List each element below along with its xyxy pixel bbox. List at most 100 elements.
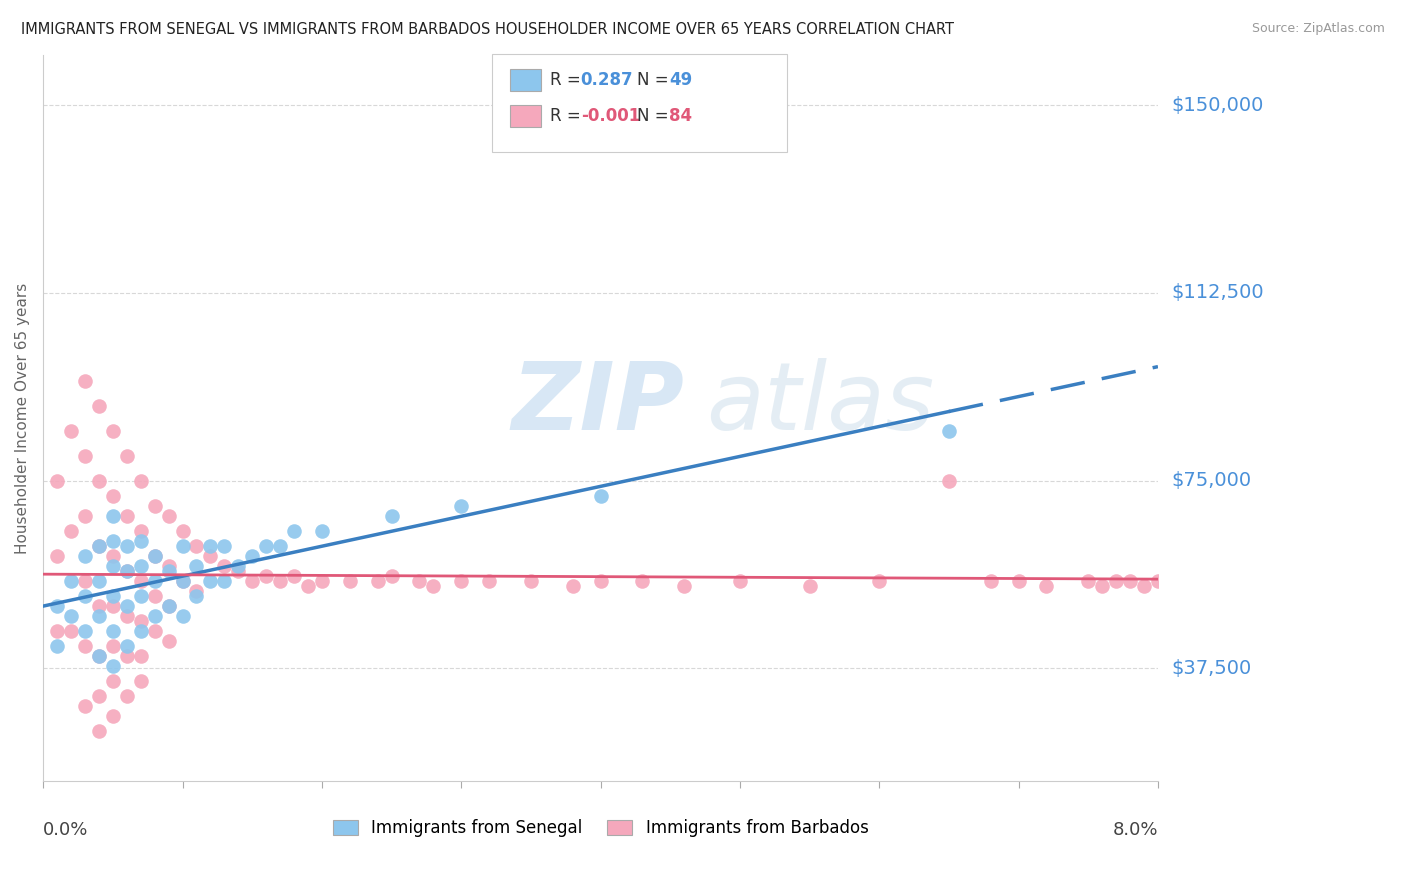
Point: [938, 424, 960, 438]
Point: [60, 608, 83, 623]
Point: [143, 589, 166, 603]
Point: [172, 539, 194, 553]
Point: [143, 549, 166, 563]
Point: [478, 574, 501, 588]
Legend: Immigrants from Senegal, Immigrants from Barbados: Immigrants from Senegal, Immigrants from…: [325, 811, 877, 846]
Point: [87, 723, 110, 738]
Point: [115, 449, 138, 463]
Point: [73, 589, 96, 603]
Point: [226, 558, 249, 573]
Point: [115, 599, 138, 613]
Point: [87, 599, 110, 613]
Point: [73, 698, 96, 713]
Point: [129, 574, 152, 588]
Text: N =: N =: [637, 71, 673, 89]
Point: [101, 599, 124, 613]
Point: [673, 579, 696, 593]
Point: [728, 574, 751, 588]
Point: [101, 639, 124, 653]
Point: [1007, 574, 1029, 588]
Point: [200, 574, 222, 588]
Point: [157, 508, 180, 523]
Text: N =: N =: [637, 107, 673, 125]
Point: [46, 474, 69, 488]
Point: [157, 558, 180, 573]
Point: [186, 589, 208, 603]
Point: [1091, 579, 1114, 593]
Point: [115, 564, 138, 578]
Point: [214, 558, 236, 573]
Point: [60, 624, 83, 638]
Point: [214, 574, 236, 588]
Point: [115, 608, 138, 623]
Point: [101, 658, 124, 673]
Point: [1077, 574, 1099, 588]
Text: 0.287: 0.287: [581, 71, 633, 89]
Point: [101, 589, 124, 603]
Point: [129, 589, 152, 603]
Point: [73, 374, 96, 388]
Point: [129, 614, 152, 628]
Text: $75,000: $75,000: [1171, 471, 1251, 490]
Point: [520, 574, 543, 588]
Point: [143, 574, 166, 588]
Point: [129, 524, 152, 538]
Text: Source: ZipAtlas.com: Source: ZipAtlas.com: [1251, 22, 1385, 36]
Point: [589, 489, 612, 503]
Point: [157, 599, 180, 613]
Text: IMMIGRANTS FROM SENEGAL VS IMMIGRANTS FROM BARBADOS HOUSEHOLDER INCOME OVER 65 Y: IMMIGRANTS FROM SENEGAL VS IMMIGRANTS FR…: [21, 22, 955, 37]
Text: R =: R =: [550, 107, 586, 125]
Point: [200, 549, 222, 563]
Point: [46, 549, 69, 563]
Point: [269, 539, 291, 553]
Point: [129, 533, 152, 548]
Point: [408, 574, 430, 588]
Text: 8.0%: 8.0%: [1112, 821, 1159, 838]
Text: 49: 49: [669, 71, 693, 89]
Point: [367, 574, 389, 588]
Text: $37,500: $37,500: [1171, 659, 1253, 678]
Point: [172, 524, 194, 538]
Point: [129, 474, 152, 488]
Point: [101, 549, 124, 563]
Point: [87, 648, 110, 663]
Point: [269, 574, 291, 588]
Point: [339, 574, 361, 588]
Point: [1035, 579, 1057, 593]
Point: [101, 709, 124, 723]
Point: [589, 574, 612, 588]
Point: [87, 399, 110, 413]
Point: [115, 539, 138, 553]
Point: [283, 568, 305, 582]
Text: $112,500: $112,500: [1171, 284, 1264, 302]
Point: [60, 524, 83, 538]
Point: [254, 568, 277, 582]
Point: [87, 474, 110, 488]
Point: [240, 574, 263, 588]
Point: [87, 574, 110, 588]
Point: [1133, 579, 1156, 593]
Point: [172, 574, 194, 588]
Point: [101, 489, 124, 503]
Point: [1105, 574, 1128, 588]
Point: [297, 579, 319, 593]
Point: [186, 583, 208, 598]
Point: [101, 508, 124, 523]
Point: [129, 624, 152, 638]
Point: [450, 574, 472, 588]
Point: [73, 639, 96, 653]
Y-axis label: Householder Income Over 65 years: Householder Income Over 65 years: [15, 283, 30, 554]
Point: [115, 564, 138, 578]
Point: [561, 579, 583, 593]
Point: [60, 574, 83, 588]
Point: [73, 508, 96, 523]
Point: [380, 508, 402, 523]
Point: [172, 574, 194, 588]
Point: [129, 558, 152, 573]
Point: [631, 574, 654, 588]
Point: [87, 539, 110, 553]
Point: [240, 549, 263, 563]
Point: [129, 648, 152, 663]
Point: [73, 549, 96, 563]
Point: [115, 639, 138, 653]
